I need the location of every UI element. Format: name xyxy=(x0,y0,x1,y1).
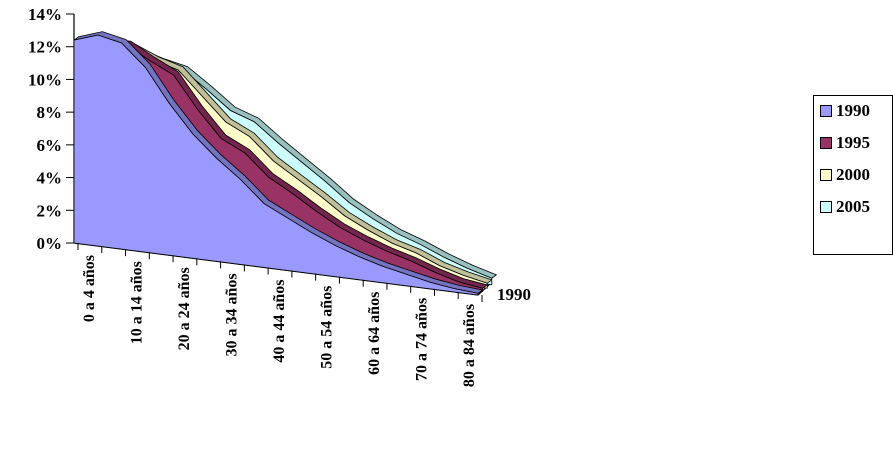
y-tick-label: 4% xyxy=(37,169,63,188)
x-category-label: 20 a 24 años xyxy=(176,267,193,350)
x-category-label: 70 a 74 años xyxy=(414,298,431,381)
legend-label-1995: 1995 xyxy=(836,133,870,152)
legend-label-1990: 1990 xyxy=(836,101,870,120)
legend-item-1995: 1995 xyxy=(820,133,870,152)
x-category-label: 40 a 44 años xyxy=(271,279,288,362)
x-category-label: 60 a 64 años xyxy=(366,292,383,375)
legend-item-2005: 2005 xyxy=(820,197,870,216)
chart-ticks-layer: 0% 2% 4% 6% 8% 10% 12% 14% 0 a 4 años 10 a 14 año… xyxy=(28,5,483,387)
x-category-label: 30 a 34 años xyxy=(224,273,241,356)
chart-series-layer xyxy=(73,31,498,296)
legend-label-2005: 2005 xyxy=(836,197,870,216)
chart-legend: 1990 1995 2000 2005 xyxy=(813,95,893,255)
legend-swatch-2000 xyxy=(820,169,832,181)
legend-label-2000: 2000 xyxy=(836,165,870,184)
series-area-1990 xyxy=(73,34,479,296)
y-tick-label: 14% xyxy=(28,5,62,24)
y-tick-label: 12% xyxy=(28,38,62,57)
depth-axis-label: 1990 xyxy=(497,285,531,304)
legend-swatch-1995 xyxy=(820,137,832,149)
legend-swatch-1990 xyxy=(820,105,832,117)
x-category-label: 0 a 4 años xyxy=(81,255,98,322)
x-category-label: 50 a 54 años xyxy=(319,286,336,369)
legend-item-1990: 1990 xyxy=(820,101,870,120)
y-tick-label: 10% xyxy=(28,70,62,89)
y-tick-label: 2% xyxy=(37,201,63,220)
x-category-label: 10 a 14 años xyxy=(129,261,146,344)
legend-item-2000: 2000 xyxy=(820,165,870,184)
legend-swatch-2005 xyxy=(820,201,832,213)
y-tick-label: 6% xyxy=(37,136,63,155)
y-tick-label: 0% xyxy=(37,234,63,253)
x-category-label: 80 a 84 años xyxy=(461,304,478,387)
y-tick-label: 8% xyxy=(37,103,63,122)
